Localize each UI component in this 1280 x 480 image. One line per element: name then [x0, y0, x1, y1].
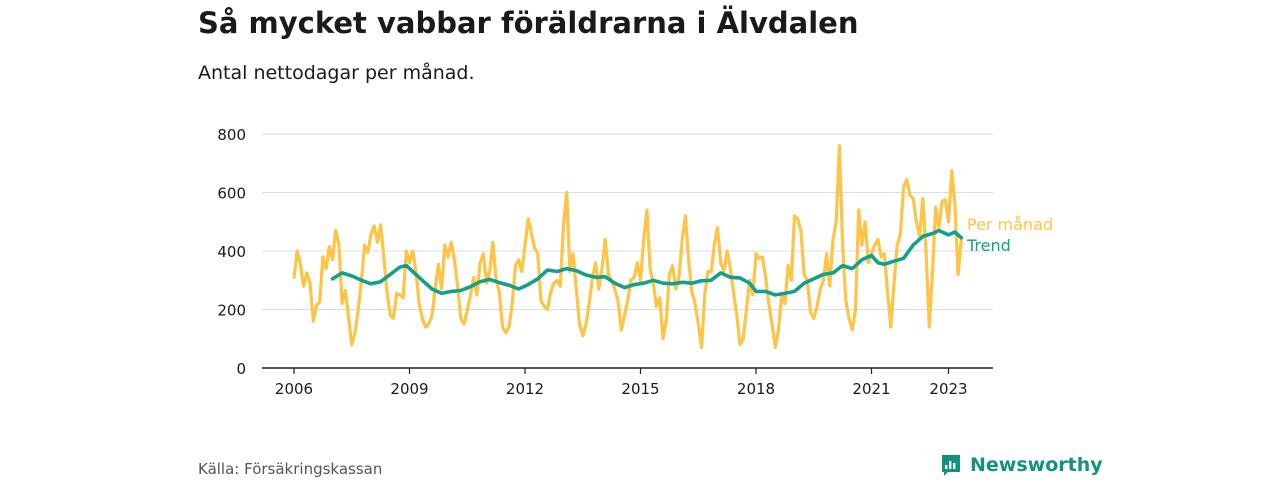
line-chart: 0 200 400 600 800 2006 2009 2012 2015 2018 2021 202… — [217, 126, 1053, 398]
x-tick-label: 2018 — [737, 380, 775, 398]
x-tick-label: 2023 — [929, 380, 967, 398]
series-labels: Per månad Trend — [966, 215, 1053, 255]
series — [292, 144, 964, 350]
y-tick-label: 200 — [217, 302, 246, 320]
series-line-trend — [330, 228, 964, 297]
x-tick-label: 2006 — [275, 380, 313, 398]
series-label-monthly: Per månad — [967, 215, 1053, 234]
x-tick-label: 2015 — [621, 380, 659, 398]
y-tick-label: 400 — [217, 243, 246, 261]
newsworthy-logo[interactable]: Newsworthy — [940, 452, 1103, 478]
series-label-trend: Trend — [966, 236, 1011, 255]
bar-chart-icon — [942, 455, 960, 476]
y-tick-label: 600 — [217, 185, 246, 203]
x-tick-label: 2012 — [506, 380, 544, 398]
x-tick-label: 2009 — [390, 380, 428, 398]
source-note: Källa: Försäkringskassan — [198, 460, 383, 478]
x-tick-label: 2021 — [852, 380, 890, 398]
chart-title: Så mycket vabbar föräldrarna i Älvdalen — [198, 6, 859, 40]
axes: 0 200 400 600 800 2006 2009 2012 2015 2018 2021 202… — [217, 126, 993, 398]
series-line-monthly — [292, 144, 963, 350]
y-tick-label: 0 — [236, 360, 246, 378]
y-tick-label: 800 — [217, 126, 246, 144]
chart-subtitle: Antal nettodagar per månad. — [198, 62, 475, 84]
brand-name: Newsworthy — [970, 454, 1103, 476]
